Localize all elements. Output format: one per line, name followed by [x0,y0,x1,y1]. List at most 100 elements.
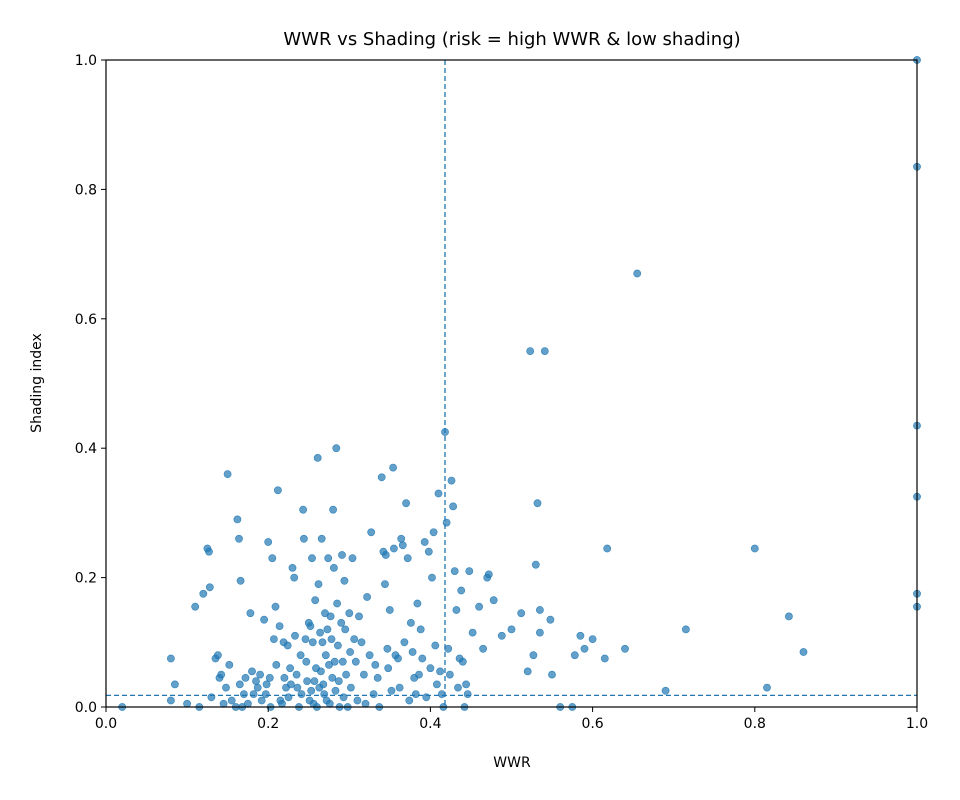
data-point [191,602,200,611]
data-point [355,612,363,621]
data-point [313,453,322,462]
data-point [750,544,759,553]
data-point [256,670,264,679]
y-axis-ticks: 0.0 0.2 0.4 0.6 0.8 1.0 [75,53,106,716]
data-point [418,654,427,663]
data-point [273,486,282,495]
data-point [436,667,444,676]
data-point [381,580,389,588]
data-point [225,661,234,669]
chart-title: WWR vs Shading (risk = high WWR & low sh… [283,29,740,50]
data-point [241,674,250,682]
data-point [484,570,493,579]
data-point [463,690,472,698]
data-point [385,606,394,614]
data-point [261,690,270,698]
data-point [442,518,451,527]
data-point [291,631,299,640]
data-point [314,580,323,588]
data-point [373,674,382,682]
y-tick-label: 1.0 [75,53,97,69]
data-point [633,269,642,278]
data-point [361,699,370,708]
data-point [548,670,556,679]
data-point [395,683,404,692]
data-point [217,670,226,679]
data-point [330,657,339,666]
data-point [431,641,440,650]
data-point [424,547,433,556]
data-point [272,661,281,669]
data-point [475,602,483,611]
points-layer [118,56,921,711]
data-point [497,631,506,640]
data-point [432,680,441,689]
data-point [170,680,179,689]
data-point [310,677,319,685]
data-point [205,547,213,556]
data-point [449,502,457,511]
data-point [332,444,341,453]
data-point [479,644,487,653]
data-point [199,589,208,598]
data-point [248,667,256,676]
data-point [262,680,271,689]
data-point [236,576,245,585]
data-point [621,644,629,653]
data-point [252,677,260,685]
data-point [280,674,289,682]
data-point [205,583,214,592]
data-point [540,347,549,355]
data-point [359,670,368,679]
data-point [682,625,690,634]
data-point [381,551,390,559]
data-point [411,690,420,698]
data-point [219,699,228,708]
data-point [166,654,175,663]
data-point [233,515,242,524]
data-point [371,661,380,669]
data-point [389,544,398,553]
data-point [286,664,294,673]
data-point [235,534,243,543]
data-point [406,619,415,627]
data-point [329,564,338,572]
data-point [437,690,446,698]
threshold-lines [106,60,917,707]
data-point [383,644,392,653]
data-point [326,612,335,621]
data-point [799,648,808,656]
data-point [257,696,266,705]
data-point [321,651,330,660]
data-point [661,686,670,695]
data-point [303,677,311,685]
data-point [457,586,466,595]
data-point [213,651,222,660]
data-point [454,683,462,692]
data-point [297,690,306,698]
data-point [293,683,302,692]
data-point [345,609,354,618]
y-tick-label: 0.6 [75,312,97,328]
data-point [384,664,393,673]
data-point [299,505,307,514]
plot-frame [105,59,918,708]
data-point [458,657,467,666]
data-point [517,609,526,618]
data-point [275,622,284,630]
data-point [239,690,248,698]
data-point [413,599,422,608]
x-tick-label: 0.4 [419,716,441,732]
data-point [328,674,337,682]
data-point [415,670,423,679]
data-point [580,644,589,653]
data-point [420,538,429,546]
data-point [428,573,436,582]
data-point [183,699,191,708]
data-point [283,641,292,650]
data-point [603,544,612,553]
data-point [357,638,366,647]
data-point [346,648,354,656]
data-point [576,631,585,640]
data-point [307,686,316,695]
